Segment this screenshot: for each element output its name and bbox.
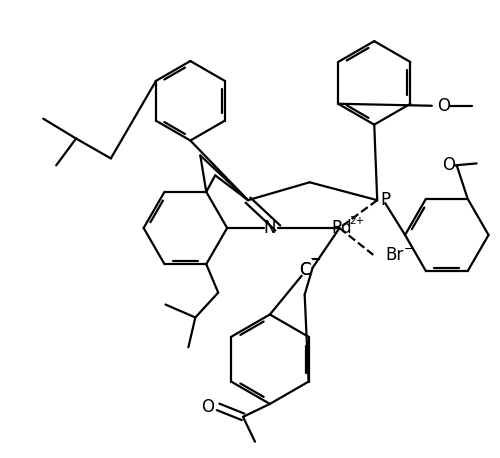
Text: C: C: [299, 261, 310, 279]
Text: 2+: 2+: [350, 216, 365, 226]
Text: O: O: [438, 97, 450, 115]
Text: O: O: [442, 156, 456, 174]
Text: P: P: [380, 191, 390, 209]
Text: Pd: Pd: [331, 219, 352, 237]
Text: −: −: [404, 243, 414, 256]
Text: −: −: [310, 253, 320, 266]
Text: −: −: [310, 254, 321, 267]
Text: N: N: [264, 219, 276, 237]
Text: C: C: [299, 261, 310, 279]
Text: Br: Br: [385, 246, 404, 264]
Text: O: O: [201, 398, 214, 416]
